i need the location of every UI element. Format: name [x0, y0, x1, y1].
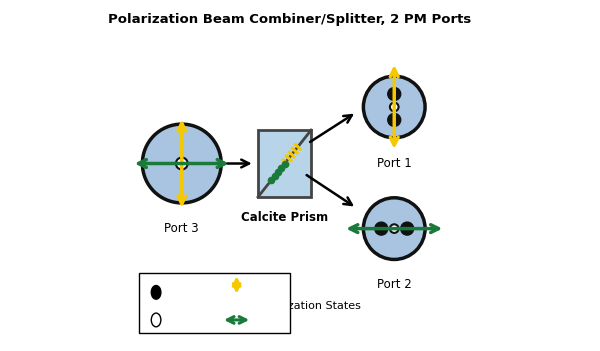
Text: Polarization States: Polarization States	[257, 301, 361, 311]
Ellipse shape	[388, 87, 401, 100]
Ellipse shape	[364, 198, 425, 259]
Ellipse shape	[390, 102, 398, 111]
Ellipse shape	[151, 285, 161, 299]
Text: Stress Rod: Stress Rod	[173, 287, 232, 297]
Ellipse shape	[401, 222, 413, 235]
Ellipse shape	[142, 124, 221, 203]
Bar	[139, 273, 290, 333]
Text: Port 3: Port 3	[164, 222, 199, 235]
Text: Calcite Prism: Calcite Prism	[241, 211, 328, 224]
Ellipse shape	[151, 313, 161, 327]
Bar	[258, 130, 311, 197]
Text: Port 2: Port 2	[377, 278, 412, 291]
Text: Port 1: Port 1	[377, 157, 412, 170]
Text: Polarization Beam Combiner/Splitter, 2 PM Ports: Polarization Beam Combiner/Splitter, 2 P…	[108, 13, 472, 26]
Ellipse shape	[364, 76, 425, 138]
Ellipse shape	[390, 224, 398, 233]
Ellipse shape	[176, 158, 188, 170]
Ellipse shape	[375, 222, 388, 235]
Ellipse shape	[388, 113, 401, 126]
Text: Fiber Core: Fiber Core	[173, 315, 230, 325]
